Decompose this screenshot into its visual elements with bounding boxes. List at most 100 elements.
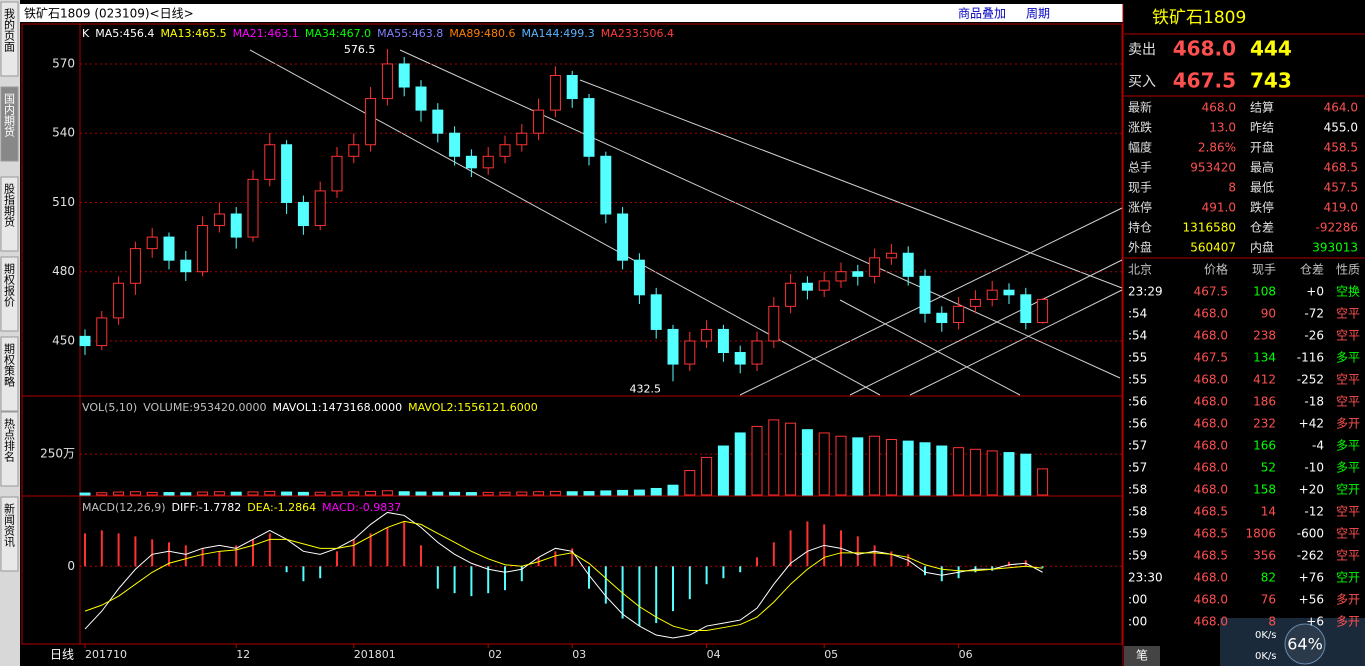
tick-cell: -252 bbox=[1297, 373, 1324, 387]
tick-cell: -600 bbox=[1297, 527, 1324, 541]
legend-item: MA34:467.0 bbox=[305, 27, 371, 40]
net-up: 0K/s bbox=[1255, 630, 1277, 641]
tick-cell: 多开 bbox=[1336, 417, 1360, 431]
field-value: 393013 bbox=[1312, 241, 1358, 255]
dea-line bbox=[84, 520, 1043, 632]
tick-cell: 412 bbox=[1253, 373, 1276, 387]
candle-body bbox=[818, 280, 830, 291]
tick-cell: 468.0 bbox=[1194, 593, 1228, 607]
volume-bar bbox=[415, 491, 427, 496]
low-annotation: 432.5 bbox=[630, 382, 662, 395]
candle-body bbox=[146, 236, 158, 250]
field-value: 468.5 bbox=[1324, 161, 1358, 175]
volume-bar bbox=[331, 491, 343, 496]
tick-cell: :59 bbox=[1128, 527, 1147, 541]
volume-bar bbox=[365, 490, 377, 496]
quote-price: 468.0 bbox=[1173, 37, 1236, 61]
tick-header: 价格 bbox=[1204, 262, 1228, 277]
field-value: 464.0 bbox=[1324, 101, 1358, 115]
field-value: 560407 bbox=[1190, 241, 1236, 255]
sidebar-tab-label: 我的页面 bbox=[3, 8, 16, 52]
volume-bar bbox=[163, 492, 175, 496]
y-tick-label: 540 bbox=[52, 126, 75, 140]
tab[interactable] bbox=[1124, 646, 1160, 666]
volume-bar bbox=[717, 445, 729, 496]
tick-cell: 空平 bbox=[1336, 527, 1360, 541]
x-tick-label: 02 bbox=[488, 648, 502, 661]
candle-body bbox=[936, 312, 948, 324]
legend-item: MA144:499.3 bbox=[522, 27, 595, 40]
candle-body bbox=[247, 178, 259, 238]
tick-cell: :56 bbox=[1128, 395, 1147, 409]
tick-cell: 108 bbox=[1253, 285, 1276, 299]
tick-cell: :55 bbox=[1128, 373, 1147, 387]
y-tick-label: 570 bbox=[52, 56, 75, 70]
volume-bar bbox=[381, 490, 393, 496]
tick-cell: 232 bbox=[1253, 417, 1276, 431]
sidebar-tab[interactable] bbox=[0, 86, 19, 162]
tick-cell: -116 bbox=[1297, 351, 1324, 365]
field-value: 468.0 bbox=[1202, 101, 1236, 115]
volume-bar bbox=[533, 491, 545, 496]
tick-cell: 468.0 bbox=[1194, 373, 1228, 387]
candle-body bbox=[801, 282, 813, 291]
cpu-label: 64% bbox=[1287, 635, 1323, 654]
volume-bar bbox=[701, 456, 713, 496]
volume-bar bbox=[113, 491, 125, 496]
candle-body bbox=[1037, 298, 1049, 324]
sidebar-tab[interactable] bbox=[0, 1, 19, 77]
field-label: 总手 bbox=[1128, 161, 1152, 175]
candle-body bbox=[969, 298, 981, 307]
field-value: 1316580 bbox=[1183, 221, 1236, 235]
legend-item: MA21:463.1 bbox=[233, 27, 299, 40]
field-label: 昨结 bbox=[1250, 121, 1274, 135]
volume-bar bbox=[818, 432, 830, 496]
candle-body bbox=[583, 98, 595, 157]
field-value: 491.0 bbox=[1202, 201, 1236, 215]
tick-cell: 90 bbox=[1261, 307, 1276, 321]
quote-label: 买入 bbox=[1128, 74, 1156, 90]
tick-cell: 多开 bbox=[1336, 615, 1360, 629]
sidebar-tab[interactable] bbox=[0, 411, 19, 487]
candle-body bbox=[650, 294, 662, 330]
sidebar-tab-label: 股指期货 bbox=[3, 183, 16, 228]
legend-item: DEA:-1.2864 bbox=[247, 501, 316, 514]
tick-cell: 空平 bbox=[1336, 329, 1360, 343]
y-tick-label: 450 bbox=[52, 333, 75, 347]
tick-cell: 186 bbox=[1253, 395, 1276, 409]
volume-bar bbox=[633, 489, 645, 496]
legend-item: MA13:465.5 bbox=[160, 27, 226, 40]
field-label: 外盘 bbox=[1128, 240, 1152, 255]
candle-body bbox=[667, 328, 679, 365]
tick-cell: :57 bbox=[1128, 461, 1147, 475]
tick-cell: +56 bbox=[1299, 593, 1324, 607]
volume-bar bbox=[516, 491, 528, 496]
tick-cell: 多平 bbox=[1336, 439, 1360, 453]
tick-cell: 468.0 bbox=[1194, 417, 1228, 431]
sidebar-tab[interactable] bbox=[0, 256, 19, 332]
field-label: 最低 bbox=[1250, 181, 1274, 195]
candle-body bbox=[734, 352, 746, 365]
toolbar bbox=[20, 4, 1123, 22]
candle-body bbox=[902, 252, 914, 277]
volume-bar bbox=[482, 491, 494, 496]
volume-bar bbox=[449, 491, 461, 496]
sidebar-tab[interactable] bbox=[0, 496, 19, 572]
sidebar-tab[interactable] bbox=[0, 336, 19, 412]
quote-title-bar bbox=[1124, 4, 1365, 32]
legend-item: MA55:463.8 bbox=[377, 27, 443, 40]
tick-cell: 468.0 bbox=[1194, 615, 1228, 629]
legend-item: MACD(12,26,9) bbox=[82, 501, 166, 514]
volume-bar bbox=[869, 435, 881, 496]
x-tick-label: 06 bbox=[959, 648, 973, 661]
tick-cell: :54 bbox=[1128, 329, 1147, 343]
tick-cell: 467.5 bbox=[1194, 285, 1228, 299]
field-value: 953420 bbox=[1190, 161, 1236, 175]
sidebar-tab[interactable] bbox=[0, 176, 19, 252]
candle-body bbox=[852, 271, 864, 277]
tick-cell: 82 bbox=[1261, 571, 1276, 585]
volume-bar bbox=[969, 448, 981, 496]
tick-cell: 空换 bbox=[1336, 285, 1360, 299]
tick-cell: 356 bbox=[1253, 549, 1276, 563]
legend-item: MAVOL1:1473168.0000 bbox=[272, 401, 402, 414]
